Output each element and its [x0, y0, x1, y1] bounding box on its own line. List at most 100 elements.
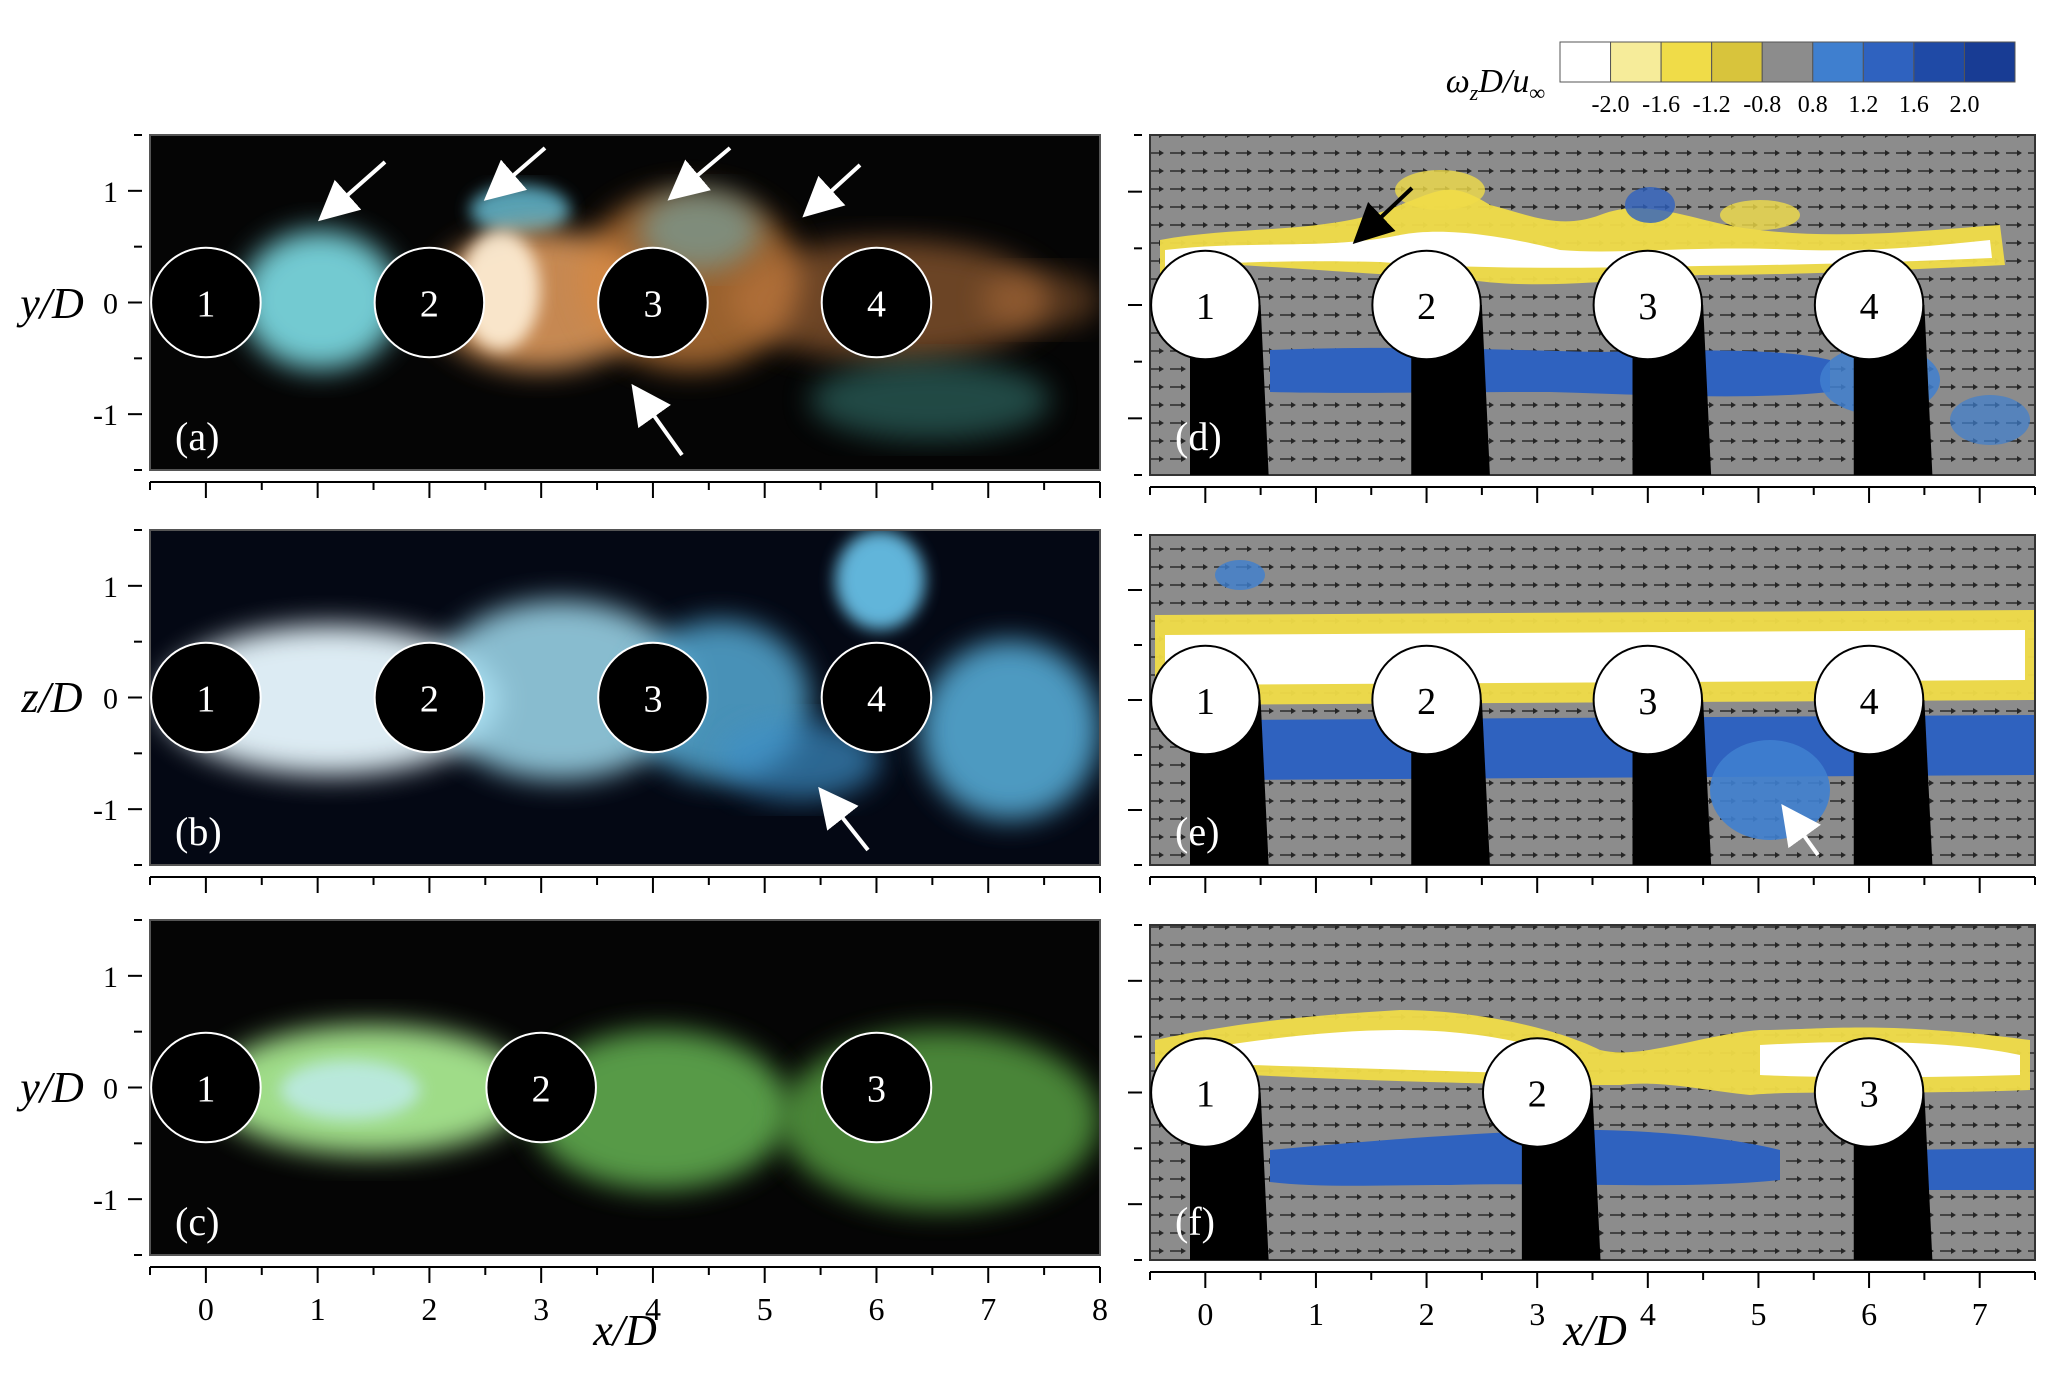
cylinder [150, 1031, 262, 1144]
ylabel-mid: z/D [20, 673, 82, 722]
panel-label-c: (c) [175, 1199, 219, 1244]
x-tick-label: 2 [421, 1291, 437, 1327]
cylinders: 1 2 3 4 1 2 3 4 1 2 3 1 2 3 4 1 2 3 4 1 2 3 [150, 246, 1933, 1260]
cylinder [1813, 1037, 1925, 1148]
cylinder [373, 246, 486, 359]
colorbar-label: ωzD/u∞ [1446, 63, 1546, 105]
x-tick-label: 7 [980, 1291, 996, 1327]
x-tick-label: 2 [1419, 1296, 1435, 1332]
annotation-arrow [818, 786, 870, 852]
annotation-arrow [631, 383, 684, 457]
annotation-arrow [1781, 804, 1821, 857]
cylinder-label: 3 [643, 679, 662, 721]
ylabel-top: y/D [16, 279, 84, 328]
x-tick-label: 6 [1861, 1296, 1877, 1332]
x-tick-label: 1 [1308, 1296, 1324, 1332]
cylinder-label: 4 [1860, 286, 1879, 328]
x-tick-label: 8 [1092, 1291, 1108, 1327]
colorbar-label-sub: z [1469, 80, 1479, 105]
colorbar-ticks: -2.0 -1.6 -1.2 -0.8 0.8 1.2 1.6 2.0 [1592, 92, 1980, 118]
cylinder-label: 3 [867, 1069, 886, 1111]
colorbar-swatch [1913, 41, 1965, 83]
cylinder-label: 2 [1417, 681, 1436, 723]
y-tick-label: 0 [103, 288, 118, 321]
colorbar-tick-label: 0.8 [1798, 92, 1828, 118]
cylinder [1813, 249, 1925, 361]
cylinder-label: 1 [1196, 286, 1215, 328]
x-tick-label: 0 [198, 1291, 214, 1327]
y-tick-label: 0 [103, 683, 118, 716]
cylinder-label: 1 [196, 679, 215, 721]
colorbar-label-omega: ω [1446, 63, 1470, 100]
cylinder-label: 4 [1860, 681, 1879, 723]
y-tick-label: 1 [103, 961, 118, 994]
cylinder [1813, 644, 1925, 756]
colorbar-swatch [1711, 41, 1763, 83]
colorbar-swatch [1559, 41, 1612, 83]
cylinder-label: 3 [1638, 286, 1657, 328]
cylinder [820, 641, 933, 754]
colorbar-label-rest: D/u [1477, 63, 1529, 100]
colorbar-tick-label: 1.2 [1848, 92, 1878, 118]
colorbar-swatch [1862, 41, 1915, 83]
x-tick-label: 5 [757, 1291, 773, 1327]
cylinder [1592, 644, 1704, 756]
cylinder-label: 1 [1196, 681, 1215, 723]
colorbar-tick-label: 2.0 [1949, 92, 1979, 118]
colorbar-label-inf: ∞ [1529, 80, 1545, 105]
panel-label-b: (b) [175, 809, 222, 854]
cylinder [150, 246, 262, 359]
cylinder-label: 3 [1860, 1074, 1879, 1116]
cylinder-label: 2 [1528, 1074, 1547, 1116]
y-tick-label: -1 [93, 399, 118, 432]
cylinder [1481, 1037, 1593, 1148]
x-tick-label: 4 [645, 1291, 661, 1327]
cylinder [1371, 644, 1482, 756]
x-tick-label: 1 [310, 1291, 326, 1327]
right-xlabel: x/D [1562, 1306, 1627, 1355]
cylinder [1592, 249, 1704, 361]
y-tick-label: 1 [103, 571, 118, 604]
panel-label-d: (d) [1175, 414, 1222, 459]
panel-label-e: (e) [1175, 809, 1219, 854]
annotation-arrow [318, 160, 387, 222]
cylinder [1150, 249, 1261, 361]
cylinder-label: 3 [1638, 681, 1657, 723]
cylinder [1150, 644, 1261, 756]
y-tick-label: 1 [103, 176, 118, 209]
cylinder-label: 2 [1417, 286, 1436, 328]
cylinder [1150, 1037, 1261, 1148]
cylinder-label: 4 [867, 679, 886, 721]
colorbar: ωzD/u∞ -2.0 -1.6 -1.2 -0.8 0.8 1.2 1.6 2.0 [1446, 41, 2016, 118]
cylinder [820, 246, 933, 359]
colorbar-swatch [1761, 41, 1814, 83]
colorbar-swatch [1660, 41, 1713, 83]
cylinder-label: 3 [643, 284, 662, 326]
annotation-arrow [1352, 186, 1414, 244]
panel-c [149, 919, 1101, 1256]
x-tick-label: 3 [533, 1291, 549, 1327]
cylinder-label: 4 [867, 284, 886, 326]
annotation-arrows [318, 146, 1821, 857]
annotation-arrow [802, 163, 862, 218]
cylinder [1371, 249, 1482, 361]
colorbar-tick-label: -0.8 [1743, 92, 1781, 118]
cylinder [485, 1031, 597, 1144]
colorbar-swatch [1610, 41, 1662, 83]
y-tick-label: -1 [93, 1184, 118, 1217]
colorbar-swatch [1812, 41, 1864, 83]
cylinder [820, 1031, 933, 1144]
x-tick-label: 5 [1750, 1296, 1766, 1332]
cylinder-label: 1 [196, 1069, 215, 1111]
cylinder [597, 641, 709, 754]
cylinder-label: 2 [532, 1069, 551, 1111]
colorbar-tick-label: -1.6 [1642, 92, 1680, 118]
cylinder [373, 641, 486, 754]
cylinder-label: 2 [420, 679, 439, 721]
y-tick-label: -1 [93, 794, 118, 827]
cylinder-label: 1 [196, 284, 215, 326]
colorbar-tick-label: 1.6 [1899, 92, 1929, 118]
cylinder-label: 1 [1196, 1074, 1215, 1116]
colorbar-swatches [1559, 41, 2016, 83]
panel-label-f: (f) [1175, 1199, 1215, 1244]
